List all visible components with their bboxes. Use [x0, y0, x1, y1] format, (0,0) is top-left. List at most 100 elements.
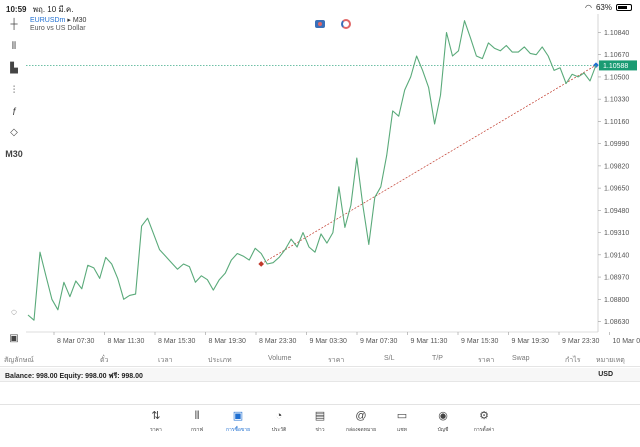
- bar-chart-icon[interactable]: ▙: [10, 62, 18, 74]
- price-label: 1.10670: [604, 52, 629, 59]
- positions-column-header[interactable]: ประเภท: [208, 357, 232, 364]
- function-icon[interactable]: f: [12, 106, 16, 118]
- account-summary-row: Balance: 998.00 Equity: 998.00 ฟรี: 998.…: [0, 368, 640, 382]
- tab-trade[interactable]: ▣ การซื้อขาย: [218, 409, 258, 434]
- trade-icon: ▣: [232, 410, 244, 422]
- tab-label: ประวัติ: [271, 427, 287, 433]
- tab-label: ข่าว: [315, 427, 325, 433]
- objects-icon[interactable]: ◇: [10, 126, 18, 138]
- price-label: 1.09650: [604, 186, 629, 193]
- symbol-timeframe: M30: [72, 17, 87, 24]
- time-label: 9 Mar 15:30: [461, 338, 498, 345]
- symbol-description: Euro vs US Dollar: [30, 25, 86, 32]
- tab-accounts[interactable]: ◉ บัญชี: [423, 409, 463, 434]
- news-icon: ▤: [314, 410, 326, 422]
- bottom-tab-bar: ⇅ ราคา ⫴ กราฟ ▣ การซื้อขาย ◔ ประวัติ ▤ ข่าว @ กล่อง…: [0, 404, 640, 447]
- tab-label: ราคา: [150, 427, 162, 433]
- trade-signal-icon[interactable]: ◌: [11, 306, 17, 318]
- price-label: 1.10160: [604, 119, 629, 126]
- tab-history[interactable]: ◔ ประวัติ: [259, 409, 299, 434]
- price-label: 1.09990: [604, 141, 629, 148]
- symbol-name: EURUSDm: [30, 17, 66, 24]
- price-label: 1.09140: [604, 252, 629, 259]
- time-label: 8 Mar 07:30: [57, 338, 94, 345]
- current-price-label: 1.10588: [603, 63, 628, 70]
- tab-chart[interactable]: ⫴ กราฟ: [177, 409, 217, 434]
- price-series-line: [27, 20, 597, 321]
- tab-mailbox[interactable]: @ กล่องจดหมาย: [341, 409, 381, 434]
- tab-settings[interactable]: ⚙ การตั้งค่า: [464, 409, 504, 434]
- time-label: 9 Mar 07:30: [360, 338, 397, 345]
- time-label: 8 Mar 23:30: [259, 338, 296, 345]
- symbol-separator: ▸: [67, 17, 71, 24]
- price-label: 1.09310: [604, 230, 629, 237]
- time-label: 9 Mar 11:30: [411, 338, 448, 345]
- positions-column-header[interactable]: T/P: [432, 355, 443, 362]
- current-price-badge: [599, 60, 637, 71]
- positions-column-header[interactable]: หมายเหตุ: [596, 357, 625, 364]
- price-label: 1.10840: [604, 30, 629, 37]
- one-click-panel-icon[interactable]: [315, 20, 325, 28]
- chart-toolbar: ┼ ⫴ ▙ ⫶ f ◇ M30 ◌ ▣: [0, 14, 26, 344]
- status-indicators: ◠ 63%: [585, 3, 632, 12]
- time-label: 9 Mar 23:30: [562, 338, 599, 345]
- crosshair-icon[interactable]: ┼: [10, 18, 18, 30]
- mailbox-icon: @: [355, 410, 367, 422]
- status-time-date: 10:59 พฤ. 10 มี.ค.: [6, 3, 73, 16]
- trade-levels-icon[interactable]: [341, 19, 351, 29]
- price-label: 1.08630: [604, 319, 629, 326]
- time-label: 8 Mar 11:30: [108, 338, 145, 345]
- quotes-icon: ⇅: [151, 410, 161, 422]
- price-label: 1.08970: [604, 275, 629, 282]
- tab-chat[interactable]: ▭ แชท: [382, 409, 422, 434]
- account-summary: Balance: 998.00 Equity: 998.00 ฟรี: 998.…: [5, 373, 143, 380]
- timeframe-button[interactable]: M30: [5, 149, 23, 159]
- time-label: 9 Mar 03:30: [310, 338, 347, 345]
- price-label: 1.08800: [604, 297, 629, 304]
- symbol-title: EURUSDm ▸ M30: [30, 16, 86, 24]
- positions-column-header[interactable]: ราคา: [328, 357, 345, 364]
- trend-line-start-point: [258, 261, 265, 267]
- battery-icon: [616, 4, 632, 11]
- candlestick-icon[interactable]: ⫴: [11, 40, 17, 52]
- settings-icon: ⚙: [479, 410, 489, 422]
- accounts-icon: ◉: [438, 410, 448, 422]
- indicators-icon[interactable]: ⫶: [12, 84, 16, 96]
- positions-column-header[interactable]: เวลา: [158, 357, 173, 364]
- positions-column-header[interactable]: ราคา: [478, 357, 495, 364]
- status-time: 10:59: [6, 5, 27, 14]
- tab-label: บัญชี: [437, 427, 449, 433]
- positions-column-header[interactable]: S/L: [384, 355, 395, 362]
- account-currency: USD: [598, 371, 613, 378]
- positions-column-header[interactable]: สัญลักษณ์: [4, 357, 34, 364]
- positions-column-header[interactable]: ตั๋ว: [100, 357, 109, 364]
- price-chart[interactable]: 1.10840 1.10670 1.10500 1.10330 1.10160 1.099…: [26, 14, 640, 350]
- chat-icon: ▭: [396, 410, 408, 422]
- status-bar: 10:59 พฤ. 10 มี.ค. ◠ 63%: [0, 0, 640, 14]
- positions-header: สัญลักษณ์ ตั๋ว เวลา ประเภท Volume ราคา S/L T/P ร…: [0, 351, 640, 367]
- chart-area[interactable]: EURUSDm ▸ M30 Euro vs US Dollar 1.10840 1…: [26, 14, 640, 350]
- time-label: 8 Mar 19:30: [209, 338, 246, 345]
- tab-label: กล่องจดหมาย: [345, 427, 377, 433]
- trend-line-end-point: [593, 62, 599, 68]
- tab-quotes[interactable]: ⇅ ราคา: [136, 409, 176, 434]
- positions-column-header[interactable]: Volume: [268, 355, 292, 362]
- wifi-icon: ◠: [585, 3, 592, 12]
- positions-column-header[interactable]: กำไร: [565, 357, 581, 364]
- tab-label: การซื้อขาย: [225, 427, 251, 433]
- status-date: พฤ. 10 มี.ค.: [32, 5, 74, 14]
- price-label: 1.10330: [604, 97, 629, 104]
- chart-icon: ⫴: [194, 410, 200, 422]
- trend-line: [261, 64, 597, 265]
- tab-news[interactable]: ▤ ข่าว: [300, 409, 340, 434]
- time-label: 9 Mar 19:30: [512, 338, 549, 345]
- positions-column-header[interactable]: Swap: [512, 355, 530, 362]
- time-label: 8 Mar 15:30: [158, 338, 195, 345]
- time-label: 10 Mar 03:30: [613, 338, 640, 345]
- price-label: 1.10500: [604, 74, 629, 81]
- one-click-trading-icon[interactable]: ▣: [9, 332, 19, 344]
- tab-label: แชท: [397, 427, 407, 433]
- tab-label: กราฟ: [190, 427, 204, 433]
- price-label: 1.09820: [604, 163, 629, 170]
- battery-level: 63%: [595, 3, 612, 12]
